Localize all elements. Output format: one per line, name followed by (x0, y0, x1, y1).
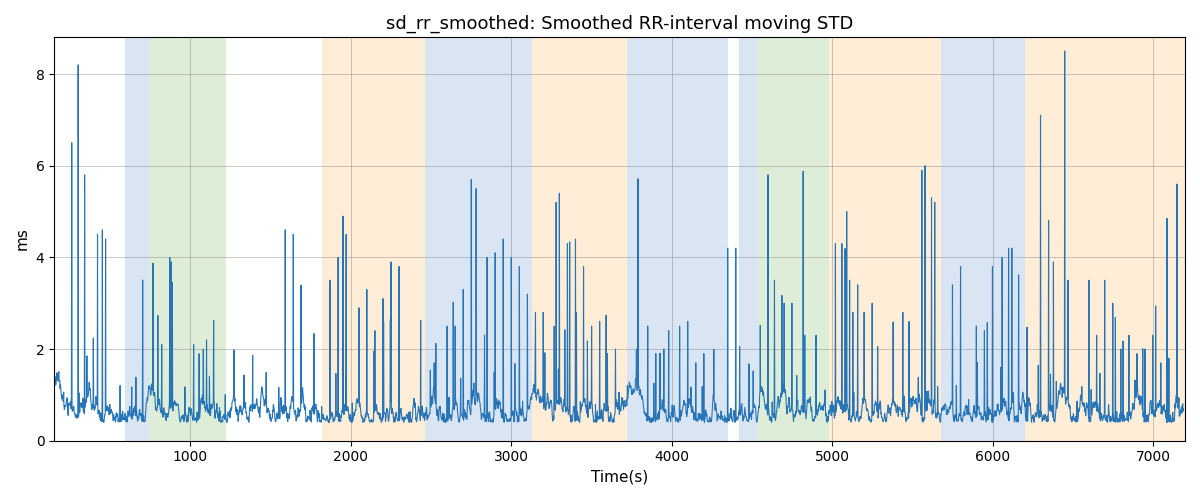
Bar (532, 38, 626, 440)
Bar (941, 38, 1025, 440)
Bar (1025, 38, 1193, 440)
Bar (322, 38, 425, 440)
Title: sd_rr_smoothed: Smoothed RR-interval moving STD: sd_rr_smoothed: Smoothed RR-interval mov… (386, 15, 853, 34)
Bar (149, 38, 226, 440)
Y-axis label: ms: ms (16, 228, 30, 250)
Bar (829, 38, 941, 440)
Bar (125, 38, 149, 440)
Bar (425, 38, 532, 440)
Bar (739, 38, 758, 440)
X-axis label: Time(s): Time(s) (590, 470, 648, 485)
Bar (758, 38, 829, 440)
Bar (626, 38, 728, 440)
